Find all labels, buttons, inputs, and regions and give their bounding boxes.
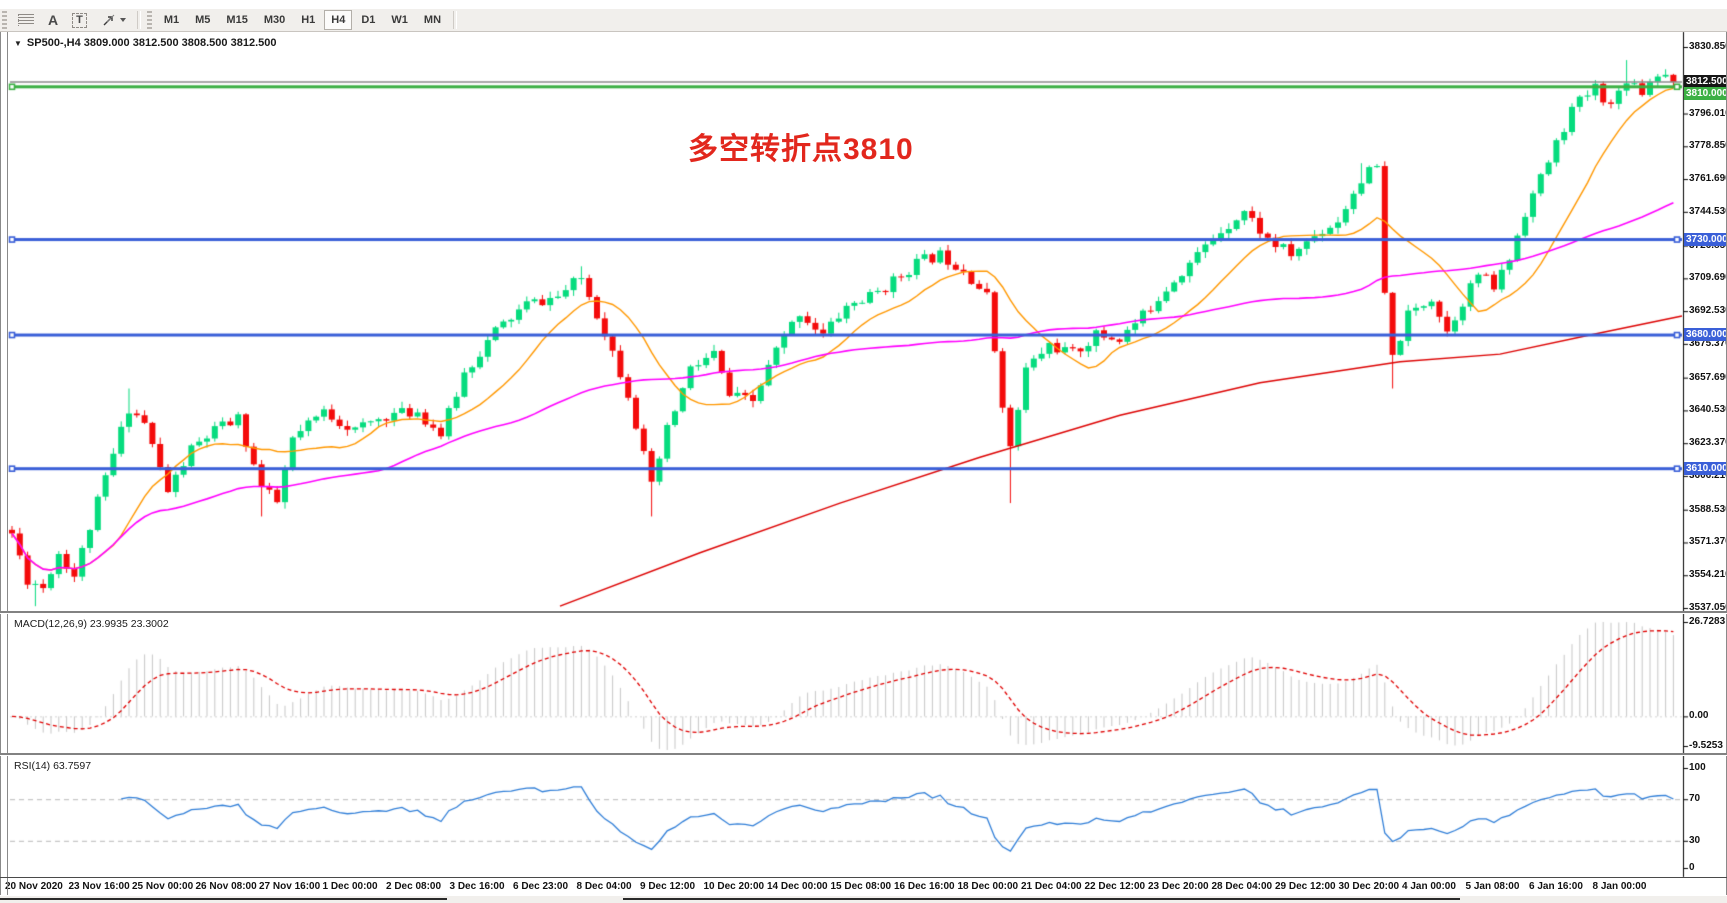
timeframe-button-M1[interactable]: M1: [157, 10, 186, 30]
price-axis-label: 3761.690: [1689, 173, 1727, 185]
timeframe-bar: M1 M5 M15 M30 H1 H4 D1 W1 MN: [156, 10, 449, 30]
macd-indicator-label: MACD(12,26,9) 23.9935 23.3002: [14, 618, 169, 630]
grid-dots-icon[interactable]: [11, 10, 41, 30]
price-axis-label: 3675.370: [1689, 337, 1727, 349]
timeframe-button-H1[interactable]: H1: [294, 10, 322, 30]
hline-price-tag[interactable]: 3810.000: [1684, 87, 1727, 101]
hline-price-tag[interactable]: 3730.000: [1684, 232, 1727, 246]
price-axis-label: 3571.370: [1689, 536, 1727, 548]
chart-dropdown-icon[interactable]: ▼: [14, 39, 22, 48]
symbol-ohlc-readout: SP500-,H4 3809.000 3812.500 3808.500 381…: [26, 37, 277, 49]
time-axis-label: 5 Jan 08:00: [1465, 881, 1520, 892]
bottom-strip-segment: [623, 898, 1460, 900]
hline-price-tag[interactable]: 3680.000: [1684, 328, 1727, 342]
text-tool-button[interactable]: T: [65, 10, 94, 30]
separator-rsi-timeaxis: [0, 877, 1727, 878]
time-axis-label: 25 Nov 00:00: [132, 881, 194, 892]
separator-main-macd[interactable]: [0, 611, 1727, 614]
price-axis-label: 3640.530: [1689, 404, 1727, 416]
toolbar-drag-handle[interactable]: [2, 11, 7, 29]
price-axis-label: 3554.210: [1689, 569, 1727, 581]
price-axis-label: 3606.210: [1689, 469, 1727, 481]
time-axis-label: 1 Dec 00:00: [322, 881, 378, 892]
price-axis-label: 3692.530: [1689, 305, 1727, 317]
label-a-tool-button[interactable]: A: [41, 10, 65, 30]
arrows-icon: [103, 14, 115, 26]
time-axis-label: 8 Jan 00:00: [1592, 881, 1647, 892]
timeframe-button-W1[interactable]: W1: [384, 10, 415, 30]
time-axis-label: 14 Dec 00:00: [767, 881, 828, 892]
toolbar-separator: [136, 11, 141, 29]
arrows-tool-button[interactable]: [94, 10, 133, 30]
time-axis-label: 23 Dec 20:00: [1148, 881, 1209, 892]
rsi-indicator-label: RSI(14) 63.7597: [14, 760, 92, 772]
toolbar: A T M1 M5 M15 M30 H1 H4 D1 W1 MN: [0, 9, 1727, 32]
timeframe-button-D1[interactable]: D1: [354, 10, 382, 30]
time-axis-label: 20 Nov 2020: [5, 881, 63, 892]
separator-macd-rsi[interactable]: [0, 753, 1727, 756]
time-axis-label: 16 Dec 16:00: [894, 881, 955, 892]
chart-text-annotation[interactable]: 多空转折点3810: [688, 133, 914, 166]
price-axis-label: 3796.010: [1689, 107, 1727, 119]
timeframe-button-M15[interactable]: M15: [219, 10, 254, 30]
macd-axis-label: 0.00: [1689, 710, 1709, 722]
price-axis-label: 3709.690: [1689, 272, 1727, 284]
rsi-axis-label: 0: [1689, 862, 1695, 873]
chevron-down-icon: [119, 18, 126, 22]
macd-axis-label: 26.7283: [1689, 616, 1726, 627]
time-axis-label: 23 Nov 16:00: [68, 881, 130, 892]
rsi-axis-label: 70: [1689, 793, 1701, 805]
rsi-axis-label: 100: [1689, 762, 1706, 773]
price-axis-label: 3830.850: [1689, 41, 1727, 52]
time-axis-label: 22 Dec 12:00: [1084, 881, 1146, 892]
price-axis-label: 3623.370: [1689, 437, 1727, 449]
time-axis-label: 15 Dec 08:00: [830, 881, 892, 892]
hline-price-tag[interactable]: 3610.000: [1684, 461, 1727, 475]
bottom-strip-segment: [0, 898, 447, 900]
time-axis-label: 2 Dec 08:00: [386, 881, 442, 892]
time-axis-label: 30 Dec 20:00: [1338, 881, 1400, 892]
grid-dots-glyph: [18, 14, 34, 26]
toolbar-separator-2: [453, 11, 458, 29]
timeframe-drag-handle[interactable]: [146, 11, 152, 29]
time-axis-label: 6 Jan 16:00: [1529, 881, 1583, 892]
time-axis-label: 10 Dec 20:00: [703, 881, 765, 892]
time-axis-label: 21 Dec 04:00: [1021, 881, 1082, 892]
time-axis-label: 3 Dec 16:00: [449, 881, 505, 892]
time-axis-label: 9 Dec 12:00: [640, 881, 696, 892]
time-axis-label: 8 Dec 04:00: [576, 881, 632, 892]
timeframe-button-M30[interactable]: M30: [257, 10, 292, 30]
price-axis-label: 3537.050: [1689, 602, 1727, 613]
timeframe-button-H4[interactable]: H4: [324, 10, 353, 30]
time-axis-label: 27 Nov 16:00: [259, 881, 321, 892]
time-axis-label: 28 Dec 04:00: [1211, 881, 1273, 892]
timeframe-button-M5[interactable]: M5: [188, 10, 217, 30]
rsi-axis-label: 30: [1689, 834, 1701, 846]
chart-title[interactable]: ▼ SP500-,H4 3809.000 3812.500 3808.500 38…: [14, 37, 276, 49]
time-axis-label: 6 Dec 23:00: [513, 881, 569, 892]
time-axis-label: 18 Dec 00:00: [957, 881, 1019, 892]
time-axis-label: 26 Nov 08:00: [195, 881, 257, 892]
price-axis-label: 3744.530: [1689, 205, 1727, 217]
text-tool-icon: T: [72, 12, 87, 28]
time-axis-label: 29 Dec 12:00: [1275, 881, 1336, 892]
time-axis-label: 4 Jan 00:00: [1402, 881, 1456, 892]
price-axis-label: 3778.850: [1689, 140, 1727, 152]
current-price-tag: 3812.500: [1684, 75, 1727, 89]
letter-a-icon: A: [48, 12, 59, 28]
price-axis-label: 3588.530: [1689, 503, 1727, 515]
price-axis-label: 3657.690: [1689, 371, 1727, 383]
macd-axis-label: -9.5253: [1689, 740, 1723, 751]
bottom-tab-strip[interactable]: [0, 896, 1727, 903]
timeframe-button-MN[interactable]: MN: [417, 10, 448, 30]
